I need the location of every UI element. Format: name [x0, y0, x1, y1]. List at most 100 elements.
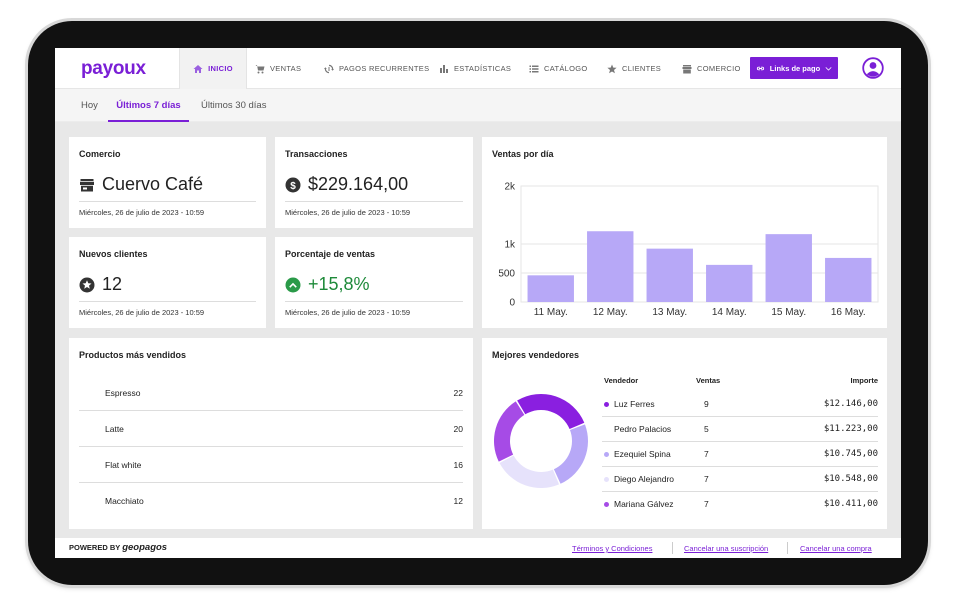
card-value: +15,8%: [308, 274, 370, 294]
powered-by: POWERED BY geopagos: [69, 542, 167, 553]
card-value-row: Cuervo Café: [79, 174, 203, 195]
x-tick-label: 13 May.: [652, 307, 687, 318]
seller-amount: $11.223,00: [823, 424, 878, 434]
divider: [285, 201, 463, 202]
footer: POWERED BY geopagos Términos y Condicion…: [55, 538, 901, 558]
product-name: Espresso: [105, 388, 141, 398]
chevron-down-icon: [825, 66, 832, 71]
table-row: Diego Alejandro 7 $10.548,00: [602, 467, 878, 492]
product-name: Macchiato: [105, 496, 144, 506]
app-screen: payoux INICIO VENTAS PAGOS RECURRENTES E…: [55, 48, 901, 558]
list-item: Flat white 16: [79, 447, 463, 483]
col-header-importe: Importe: [850, 376, 878, 385]
trend-up-icon: [285, 277, 301, 292]
x-tick-label: 16 May.: [831, 307, 866, 318]
tab-hoy[interactable]: Hoy: [81, 100, 98, 111]
y-tick-label: 0: [509, 298, 515, 309]
user-avatar-icon[interactable]: [862, 57, 884, 79]
seller-name: Mariana Gálvez: [614, 499, 674, 509]
seller-amount: $12.146,00: [823, 399, 878, 409]
nav-label: ESTADÍSTICAS: [454, 64, 512, 73]
divider: [79, 201, 256, 202]
donut-slice[interactable]: [494, 401, 525, 462]
x-tick-label: 15 May.: [771, 307, 806, 318]
cancel-purchase-link[interactable]: Cancelar una compra: [800, 544, 872, 553]
seller-sales: 9: [704, 399, 709, 409]
nav-estadisticas[interactable]: ESTADÍSTICAS: [439, 48, 511, 89]
divider: [672, 542, 673, 554]
donut-slice[interactable]: [517, 394, 585, 429]
product-name: Flat white: [105, 460, 142, 470]
bar[interactable]: [706, 264, 753, 302]
bar[interactable]: [587, 231, 634, 302]
terms-link[interactable]: Términos y Condiciones: [572, 544, 653, 553]
bar[interactable]: [527, 275, 574, 302]
bar[interactable]: [765, 234, 812, 302]
bar[interactable]: [825, 257, 872, 302]
top-navigation: payoux INICIO VENTAS PAGOS RECURRENTES E…: [55, 48, 901, 89]
y-tick-label: 500: [498, 269, 515, 280]
productos-card: Productos más vendidos Espresso 22 Latte…: [69, 338, 473, 529]
seller-amount: $10.411,00: [823, 499, 878, 509]
mejores-vendedores-card: Mejores vendedores Vendedor Ventas Impor…: [482, 338, 887, 529]
store-icon: [682, 64, 692, 73]
link-icon: [756, 66, 764, 70]
x-tick-label: 12 May.: [593, 307, 628, 318]
dollar-coin-icon: $: [285, 177, 301, 192]
y-tick-label: 1k: [504, 240, 516, 251]
card-date: Miércoles, 26 de julio de 2023 - 10:59: [285, 308, 411, 317]
donut-slice[interactable]: [553, 424, 588, 484]
card-value: $229.164,00: [308, 174, 409, 194]
card-title: Nuevos clientes: [79, 249, 148, 259]
payment-links-button[interactable]: Links de pago: [750, 57, 838, 79]
card-date: Miércoles, 26 de julio de 2023 - 10:59: [79, 308, 205, 317]
card-title: Comercio: [79, 149, 121, 159]
seller-name: Diego Alejandro: [614, 474, 675, 484]
nav-comercio[interactable]: COMERCIO: [682, 48, 741, 89]
logo: payoux: [81, 58, 146, 79]
x-tick-label: 14 May.: [712, 307, 747, 318]
tab-ultimos-30-dias[interactable]: Últimos 30 días: [201, 100, 267, 111]
nav-clientes[interactable]: CLIENTES: [607, 48, 661, 89]
seller-name: Ezequiel Spina: [614, 449, 671, 459]
bar-chart-icon: [440, 64, 448, 73]
seller-sales: 7: [704, 449, 709, 459]
card-value-row: 12: [79, 274, 122, 295]
legend-dot: [604, 402, 609, 407]
payment-links-label: Links de pago: [769, 63, 821, 73]
card-title: Productos más vendidos: [79, 350, 187, 360]
nav-pagos-recurrentes[interactable]: PAGOS RECURRENTES: [324, 48, 429, 89]
card-value: Cuervo Café: [102, 174, 204, 194]
powered-label: POWERED BY: [69, 543, 121, 552]
nav-label: CLIENTES: [622, 64, 662, 73]
seller-sales: 7: [704, 499, 709, 509]
home-icon: [193, 64, 203, 73]
cancel-subscription-link[interactable]: Cancelar una suscripción: [684, 544, 769, 553]
chart-title: Ventas por día: [492, 149, 554, 159]
tab-ultimos-7-dias[interactable]: Últimos 7 días: [108, 89, 189, 122]
nav-ventas[interactable]: VENTAS: [255, 48, 301, 89]
seller-sales: 7: [704, 474, 709, 484]
card-title: Mejores vendedores: [492, 350, 580, 360]
divider: [79, 301, 256, 302]
list-item: Macchiato 12: [79, 483, 463, 519]
y-tick-label: 2k: [504, 182, 516, 193]
donut-chart: [494, 394, 588, 488]
legend-dot: [604, 477, 609, 482]
seller-sales: 5: [704, 424, 709, 434]
donut-slice[interactable]: [499, 455, 560, 488]
legend-dot: [604, 427, 609, 432]
product-qty: 22: [453, 388, 463, 398]
date-range-tabs: Hoy Últimos 7 días Últimos 30 días: [55, 89, 901, 122]
divider: [787, 542, 788, 554]
divider: [285, 301, 463, 302]
col-header-ventas: Ventas: [696, 376, 721, 385]
seller-name: Luz Ferres: [614, 399, 655, 409]
card-value-row: $ $229.164,00: [285, 174, 408, 195]
card-value-row: +15,8%: [285, 274, 370, 295]
transacciones-card: Transacciones $ $229.164,00 Miércoles, 2…: [275, 137, 473, 228]
nav-catalogo[interactable]: CATÁLOGO: [529, 48, 588, 89]
nav-label: VENTAS: [270, 64, 302, 73]
nav-inicio[interactable]: INICIO: [179, 48, 247, 89]
bar[interactable]: [646, 248, 693, 302]
